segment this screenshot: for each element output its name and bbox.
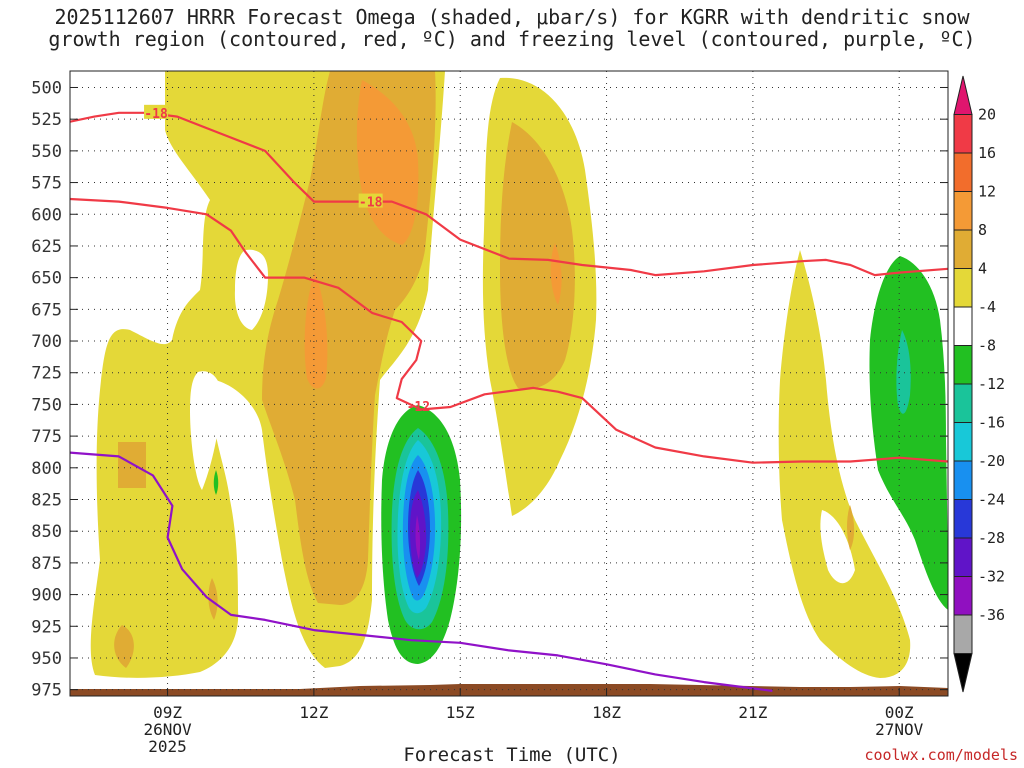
colorbar-label: -36 <box>978 606 1005 624</box>
x-axis-title: Forecast Time (UTC) <box>403 744 621 766</box>
x-tick-date-label: 26NOV <box>143 720 192 739</box>
y-tick-label: 525 <box>31 110 62 130</box>
chart-title: 2025112607 HRRR Forecast Omega (shaded, … <box>0 6 1024 50</box>
x-tick-label: 09Z <box>153 703 182 722</box>
colorbar-label: -16 <box>978 414 1005 432</box>
colorbar-label: -24 <box>978 491 1005 509</box>
colorbar-label: -12 <box>978 375 1005 393</box>
colorbar-label: -28 <box>978 529 1005 547</box>
y-tick-label: 500 <box>31 78 62 98</box>
y-tick-label: 875 <box>31 554 62 574</box>
colorbar-swatch <box>953 114 973 154</box>
x-tick-label: 18Z <box>592 703 621 722</box>
colorbar-swatch <box>953 499 973 539</box>
omega-neg4-neg8-small-cell <box>213 470 219 495</box>
omega-4-8-hole-3 <box>820 510 855 584</box>
y-tick-label: 775 <box>31 427 62 447</box>
x-tick-label: 15Z <box>446 703 475 722</box>
omega-neg8-neg12-east <box>896 330 911 414</box>
x-tick-date-label: 27NOV <box>875 720 924 739</box>
contour-line <box>70 451 773 692</box>
colorbar-label: 16 <box>978 144 996 162</box>
omega-8-12-southwest-patch-3 <box>114 625 134 668</box>
colorbar-swatch <box>953 422 973 462</box>
colorbar-swatch <box>953 191 973 231</box>
x-tick-label: 00Z <box>885 703 914 722</box>
y-tick-label: 550 <box>31 142 62 162</box>
colorbar-swatch <box>953 306 973 346</box>
y-tick-label: 975 <box>31 681 62 701</box>
colorbar-label: 20 <box>978 106 996 124</box>
x-tick-label: 12Z <box>299 703 328 722</box>
colorbar-swatch <box>953 229 973 269</box>
y-tick-label: 625 <box>31 237 62 257</box>
colorbar-swatch <box>953 460 973 500</box>
contour-line <box>70 111 948 277</box>
x-tick-year-label: 2025 <box>148 737 187 756</box>
contour-label-bg <box>144 104 169 119</box>
y-tick-label: 950 <box>31 649 62 669</box>
omega-8-12-east-patch <box>847 505 855 550</box>
colorbar: 20 16 12 8 4 -4 -8 -12 -16 -20 -24 -28 -32 -36 <box>953 75 1005 693</box>
y-tick-label: 575 <box>31 174 62 194</box>
y-tick-label: 725 <box>31 364 62 384</box>
title-line-2: growth region (contoured, red, ºC) and f… <box>48 27 976 51</box>
colorbar-swatch <box>953 152 973 192</box>
colorbar-swatch <box>953 576 973 616</box>
colorbar-swatch <box>953 383 973 423</box>
colorbar-swatch <box>953 614 973 654</box>
omega-shading: -18 -18 -12 <box>70 71 948 696</box>
colorbar-label: 12 <box>978 183 996 201</box>
colorbar-swatch <box>953 345 973 385</box>
credit-text: coolwx.com/models <box>864 746 1018 764</box>
omega-12-16-center-max <box>550 243 562 305</box>
omega-4-8-west-hole-2 <box>190 371 222 490</box>
y-tick-label: 900 <box>31 586 62 606</box>
omega-8-12-southwest-patch-2 <box>208 578 218 620</box>
contour-lines: -18 -18 -12 <box>70 104 948 692</box>
contour-label: -18 <box>359 196 383 211</box>
plot-frame <box>69 70 949 697</box>
y-tick-label: 600 <box>31 205 62 225</box>
y-tick-label: 825 <box>31 490 62 510</box>
y-tick-label: 750 <box>31 395 62 415</box>
x-tick-label: 21Z <box>738 703 767 722</box>
colorbar-top-arrow <box>953 75 973 115</box>
grid-lines <box>70 71 948 696</box>
y-tick-label: 850 <box>31 522 62 542</box>
omega-neg28-neg32-central <box>415 515 421 560</box>
colorbar-swatch <box>953 268 973 308</box>
colorbar-label: -20 <box>978 452 1005 470</box>
y-tick-label: 650 <box>31 269 62 289</box>
colorbar-label: 8 <box>978 221 987 239</box>
omega-4-8-east-region <box>778 250 911 678</box>
title-line-1: 2025112607 HRRR Forecast Omega (shaded, … <box>54 5 970 29</box>
y-tick-label: 675 <box>31 300 62 320</box>
colorbar-label: 4 <box>978 260 987 278</box>
contour-label: -18 <box>144 107 168 122</box>
contour-line <box>70 197 948 464</box>
y-tick-label: 700 <box>31 332 62 352</box>
colorbar-label: -32 <box>978 568 1005 586</box>
colorbar-label: -4 <box>978 298 996 316</box>
omega-neg4-neg8-east <box>869 256 948 610</box>
y-tick-label: 925 <box>31 617 62 637</box>
y-axis: 500 525 550 575 600 625 650 675 700 725 750 775 800 8… <box>31 78 948 701</box>
colorbar-label: -8 <box>978 337 996 355</box>
omega-8-12-center-column <box>500 122 575 390</box>
colorbar-bottom-arrow <box>953 653 973 693</box>
colorbar-swatch <box>953 537 973 577</box>
omega-12-16-mid-max <box>304 272 328 389</box>
contour-label-neg12: -12 <box>407 400 430 415</box>
contour-label-bg <box>358 193 383 208</box>
y-tick-label: 800 <box>31 459 62 479</box>
